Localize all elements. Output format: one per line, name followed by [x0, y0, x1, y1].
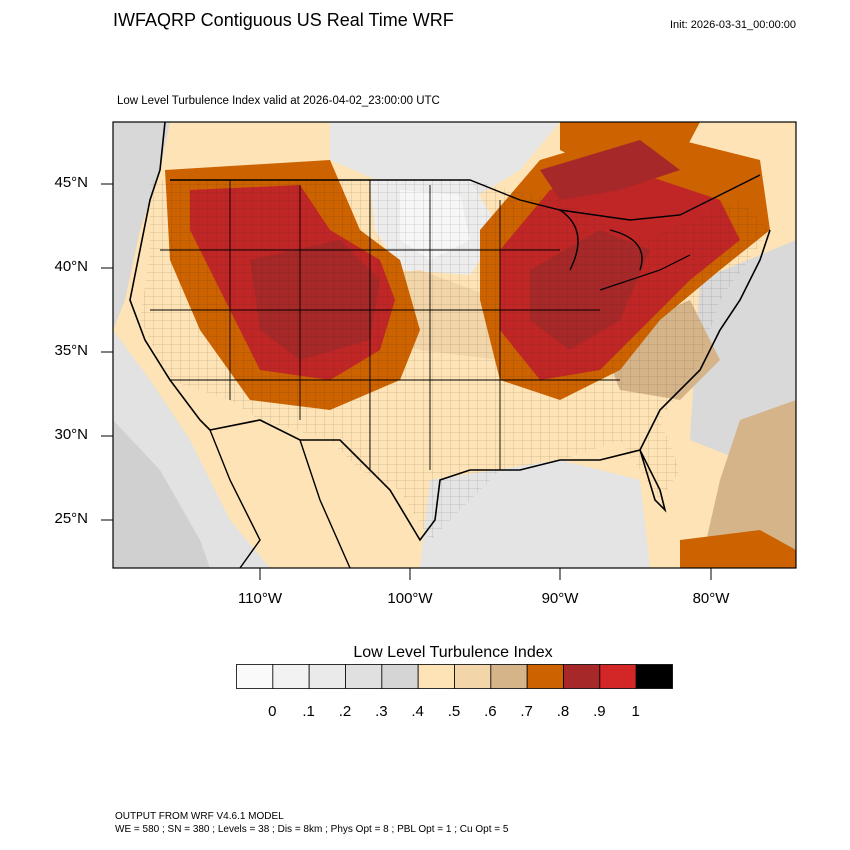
valid-time-subtitle: Low Level Turbulence Index valid at 2026… — [117, 95, 440, 107]
colorbar-label: .1 — [302, 703, 315, 720]
lake-michigan — [559, 209, 579, 271]
lat-label: 30°N — [54, 426, 88, 443]
us-coastline — [209, 229, 771, 542]
colorbar-label: 0 — [268, 703, 277, 720]
colorbar-label: .4 — [411, 703, 424, 720]
colorbar-box — [563, 664, 601, 689]
caribbean-orange — [680, 530, 796, 568]
colorbar-label: .8 — [556, 703, 570, 720]
baja-coast — [209, 429, 261, 568]
colorbar-box — [599, 664, 637, 689]
colorbar — [236, 664, 673, 689]
colorbar-box — [490, 664, 528, 689]
map-title: IWFAQRP Contiguous US Real Time WRF — [113, 10, 454, 30]
pacific-far-gray — [113, 420, 210, 568]
colorbar-label: .2 — [338, 703, 352, 720]
lat-label: 40°N — [54, 258, 88, 275]
pacific-gray — [113, 122, 170, 330]
canada-border — [170, 174, 761, 221]
colorbar-box — [236, 664, 274, 689]
lat-label: 25°N — [54, 510, 88, 527]
county-lines — [140, 180, 770, 540]
lon-label: 90°W — [541, 590, 579, 607]
lake-huron — [609, 229, 643, 271]
footer-model: OUTPUT FROM WRF V4.6.1 MODEL — [115, 811, 284, 822]
colorbar-box — [345, 664, 383, 689]
lon-label: 100°W — [387, 590, 433, 607]
footer-config: WE = 580 ; SN = 380 ; Levels = 38 ; Dis … — [115, 824, 509, 835]
init-time: Init: 2026-03-31_00:00:00 — [670, 19, 796, 31]
colorbar-label: .3 — [375, 703, 388, 720]
colorbar-box — [272, 664, 310, 689]
mexico-west-coast — [299, 439, 351, 568]
colorbar-box — [635, 664, 673, 689]
colorbar-label: .6 — [484, 703, 497, 720]
colorbar-label: .5 — [447, 703, 461, 720]
colorbar-box — [454, 664, 492, 689]
colorbar-box — [526, 664, 564, 689]
lake-erie — [599, 254, 691, 291]
colorbar-box — [308, 664, 346, 689]
lon-label: 110°W — [237, 590, 283, 607]
colorbar-box — [381, 664, 419, 689]
lat-label: 35°N — [54, 342, 88, 359]
state-borders — [150, 180, 620, 470]
colorbar-label: 1 — [631, 703, 640, 720]
lon-label: 80°W — [692, 590, 730, 607]
lat-label: 45°N — [54, 174, 88, 191]
colorbar-title: Low Level Turbulence Index — [353, 644, 553, 661]
map-frame — [112, 121, 797, 569]
turbulence-field — [113, 122, 796, 568]
colorbar-label: .7 — [520, 703, 533, 720]
colorbar-label: .9 — [593, 703, 606, 720]
atlantic-tan — [700, 400, 796, 568]
axis-ticks — [101, 183, 712, 580]
colorbar-box — [417, 664, 455, 689]
canada-red — [540, 140, 680, 200]
pacific-coastline — [129, 122, 211, 431]
